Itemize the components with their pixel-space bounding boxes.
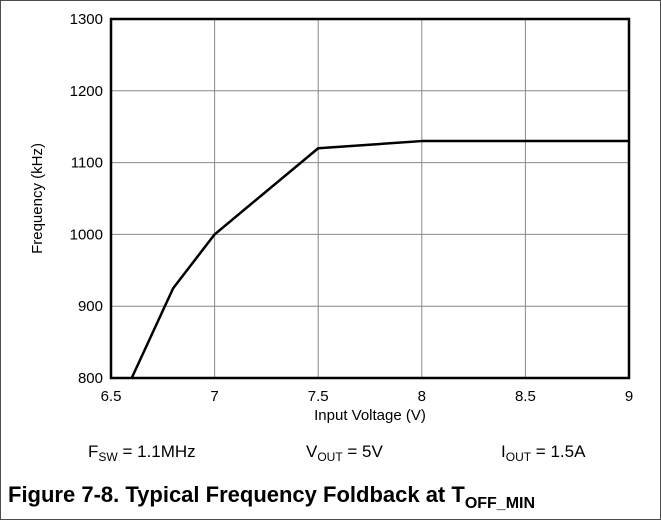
- y-axis-title: Frequency (kHz): [29, 143, 46, 254]
- condition-iout-symbol: I: [501, 442, 506, 461]
- caption-text: Figure 7-8. Typical Frequency Foldback a…: [8, 482, 465, 507]
- x-tick-label: 7: [210, 388, 218, 405]
- condition-iout-subscript: OUT: [505, 450, 532, 464]
- x-tick-label: 7.5: [308, 388, 329, 405]
- condition-vout-subscript: OUT: [317, 450, 343, 464]
- condition-vout-symbol: V: [306, 442, 318, 461]
- y-tick-label: 800: [78, 370, 103, 387]
- plot-area: [109, 17, 631, 380]
- x-tick-label: 6.5: [101, 388, 122, 405]
- condition-fsw-subscript: SW: [98, 450, 118, 464]
- condition-fsw-value: = 1.1MHz: [117, 442, 196, 461]
- x-tick-label: 9: [625, 388, 633, 405]
- x-axis-title: Input Voltage (V): [314, 407, 426, 424]
- condition-iout: IOUT = 1.5A: [501, 442, 585, 464]
- y-tick-label: 900: [78, 298, 103, 315]
- condition-fsw: FSW = 1.1MHz: [88, 442, 196, 464]
- figure-caption: Figure 7-8. Typical Frequency Foldback a…: [8, 482, 535, 513]
- condition-fsw-symbol: F: [88, 442, 99, 461]
- chart: 6.5 7 7.5 8 8.5 9 800 900 1000 1100 1200 1300 Inpu…: [29, 11, 634, 424]
- x-tick-label: 8: [418, 388, 426, 405]
- condition-iout-value: = 1.5A: [531, 442, 586, 461]
- y-tick-label: 1300: [70, 11, 103, 28]
- x-tick-label: 8.5: [515, 388, 536, 405]
- condition-vout-value: = 5V: [342, 442, 383, 461]
- x-tick-labels: 6.5 7 7.5 8 8.5 9: [101, 388, 634, 405]
- y-tick-labels: 800 900 1000 1100 1200 1300: [70, 11, 103, 387]
- series-line-frequency: [130, 139, 629, 379]
- grid: [111, 19, 629, 378]
- y-tick-label: 1000: [70, 226, 103, 243]
- y-tick-label: 1100: [71, 155, 103, 172]
- caption-subscript: OFF_MIN: [464, 495, 536, 512]
- condition-vout: VOUT = 5V: [306, 442, 383, 464]
- y-tick-label: 1200: [70, 83, 103, 100]
